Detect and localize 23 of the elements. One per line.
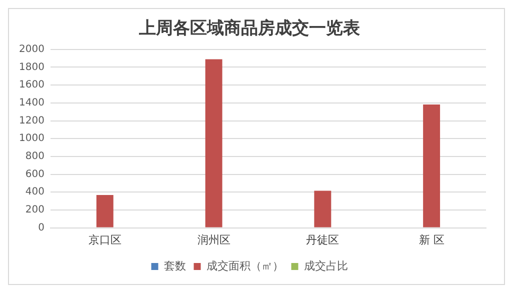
y-tick-label: 200: [25, 204, 44, 216]
bar: [314, 190, 332, 228]
y-tick-label: 1200: [18, 115, 44, 126]
legend-label: 成交占比: [304, 259, 348, 272]
x-tick-label: 新 区: [418, 233, 444, 246]
bar: [205, 59, 222, 228]
bar: [96, 194, 114, 228]
x-tick-label: 丹徒区: [306, 233, 340, 246]
legend-label: 成交面积（㎡）: [206, 259, 284, 272]
legend-label: 套数: [164, 259, 186, 272]
y-tick-label: 1400: [18, 98, 44, 109]
y-tick-label: 400: [25, 186, 44, 198]
y-tick-label: 1000: [18, 133, 44, 144]
y-tick-label: 1800: [18, 62, 44, 73]
y-tick-label: 1600: [18, 80, 44, 91]
y-tick-label: 2000: [18, 44, 44, 55]
y-tick-label: 600: [25, 168, 44, 180]
x-tick-label: 京口区: [88, 233, 122, 246]
chart-title: 上周各区域商品房成交一览表: [138, 18, 361, 39]
x-tick-label: 润州区: [197, 233, 230, 246]
bar: [423, 104, 440, 228]
y-tick-label: 800: [25, 151, 44, 162]
y-tick-label: 0: [38, 222, 44, 234]
